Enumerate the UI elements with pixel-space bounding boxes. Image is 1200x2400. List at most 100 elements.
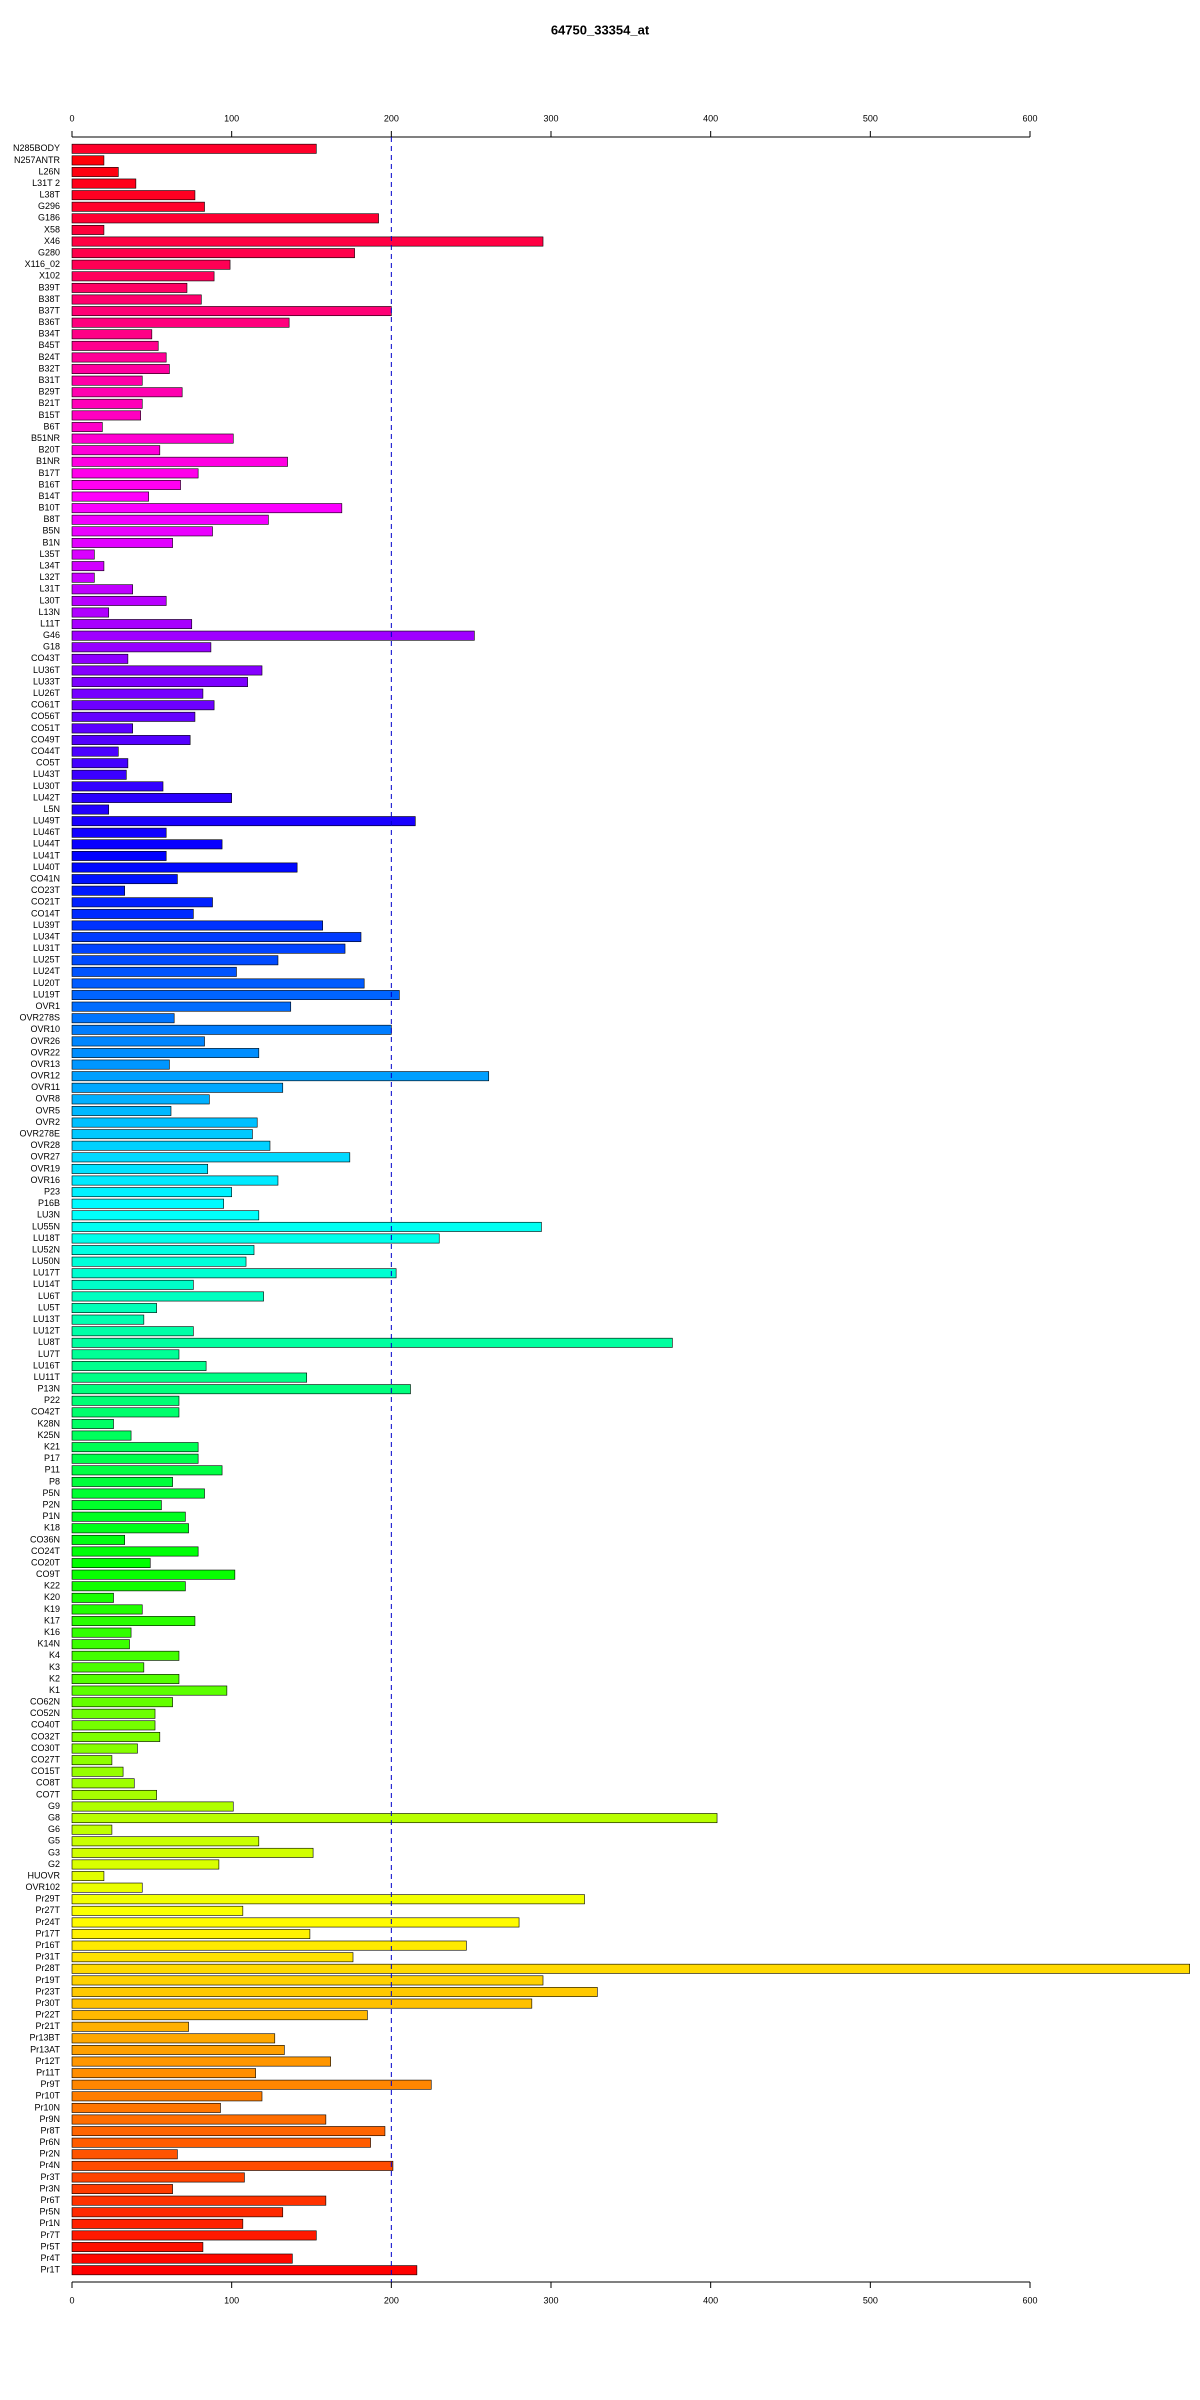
y-tick-label: P1N — [42, 1511, 60, 1521]
bar — [71, 723, 133, 734]
bar — [71, 793, 232, 803]
y-tick-label: L30T — [39, 595, 60, 605]
bar — [71, 2195, 327, 2206]
bar — [71, 549, 95, 560]
y-tick-label: B37T — [38, 305, 60, 315]
bar — [71, 2149, 178, 2160]
y-tick-label: L32T — [39, 572, 60, 582]
bar — [71, 143, 317, 154]
y-tick-label: LU12T — [33, 1326, 61, 1336]
y-tick-label: LU6T — [38, 1291, 61, 1301]
y-tick-label: LU31T — [33, 943, 61, 953]
bar — [71, 1349, 180, 1360]
y-tick-label: CO61T — [31, 700, 61, 710]
bar — [71, 445, 161, 456]
bar — [71, 1442, 199, 1453]
bar — [71, 1697, 173, 1708]
bar — [71, 1778, 135, 1789]
bar — [71, 1024, 392, 1035]
bar — [71, 480, 181, 490]
bar — [71, 1256, 247, 1267]
bar — [71, 1720, 156, 1731]
y-tick-label: CO32T — [31, 1731, 61, 1741]
y-tick-label: Pr9T — [40, 2079, 60, 2089]
bar — [71, 607, 110, 618]
y-tick-label: B36T — [38, 317, 60, 327]
y-tick-label: LU30T — [33, 781, 61, 791]
y-tick-label: CO14T — [31, 908, 61, 918]
y-tick-label: B10T — [38, 503, 60, 513]
bar — [71, 1952, 354, 1963]
y-tick-label: CO20T — [31, 1557, 61, 1567]
x-tick-label: 400 — [703, 2295, 718, 2305]
y-tick-label: P16B — [38, 1198, 60, 1208]
y-tick-label: K21 — [44, 1442, 60, 1452]
bar — [71, 1755, 113, 1766]
bar — [71, 1198, 224, 1209]
y-tick-label: OVR13 — [30, 1059, 60, 1069]
y-tick-label: B5N — [42, 526, 60, 536]
y-tick-label: LU5T — [38, 1302, 61, 1312]
y-tick-label: B20T — [38, 445, 60, 455]
y-tick-label: K28N — [37, 1418, 60, 1428]
bar — [71, 1337, 673, 1348]
bar — [71, 908, 194, 919]
bar — [71, 677, 248, 687]
y-tick-label: CO24T — [31, 1546, 61, 1556]
y-tick-label: LU42T — [33, 792, 61, 802]
bar — [71, 816, 416, 827]
bar — [71, 1894, 585, 1905]
bar — [71, 1824, 113, 1835]
bar — [71, 271, 215, 282]
bar — [71, 468, 199, 479]
y-tick-label: OVR8 — [35, 1094, 60, 1104]
bar — [71, 827, 167, 838]
y-tick-label: L38T — [39, 190, 60, 200]
y-tick-label: Pr29T — [35, 1894, 60, 1904]
y-tick-label: B17T — [38, 468, 60, 478]
y-tick-label: K16 — [44, 1627, 60, 1637]
bar — [71, 1627, 132, 1638]
bar — [71, 665, 263, 676]
bar — [71, 1500, 162, 1511]
y-tick-label: B1NR — [36, 456, 61, 466]
bar — [71, 619, 193, 630]
bar — [71, 1361, 207, 1371]
bar — [71, 1801, 234, 1812]
bar — [71, 1048, 260, 1058]
y-tick-label: Pr17T — [35, 1928, 60, 1938]
bar — [71, 2253, 293, 2264]
x-tick-label: 500 — [863, 113, 878, 123]
bar — [71, 758, 129, 769]
y-tick-label: Pr23T — [35, 1986, 60, 1996]
y-tick-label: K4 — [49, 1650, 60, 1660]
y-tick-label: P8 — [49, 1476, 60, 1486]
y-tick-label: Pr19T — [35, 1975, 60, 1985]
y-tick-label: G18 — [43, 642, 60, 652]
bar — [71, 1152, 351, 1163]
bar — [71, 282, 188, 293]
bar — [71, 1419, 114, 1429]
y-tick-label: LU13T — [33, 1314, 61, 1324]
y-tick-label: Pr5N — [39, 2207, 60, 2217]
y-tick-label: OVR10 — [30, 1024, 60, 1034]
bar — [71, 1453, 199, 1464]
bar — [71, 1476, 173, 1487]
y-tick-label: CO9T — [36, 1569, 61, 1579]
bar — [71, 340, 159, 351]
y-tick-label: G186 — [38, 213, 60, 223]
y-tick-label: Pr3N — [39, 2183, 60, 2193]
y-tick-label: G280 — [38, 248, 60, 258]
bar — [71, 642, 212, 653]
bar — [71, 1233, 440, 1244]
y-tick-label: LU7T — [38, 1349, 61, 1359]
y-tick-label: CO41N — [30, 873, 60, 883]
bar — [71, 874, 178, 885]
y-tick-label: B15T — [38, 410, 60, 420]
y-tick-label: LU40T — [33, 862, 61, 872]
bar — [71, 1685, 228, 1696]
y-tick-label: Pr2N — [39, 2149, 60, 2159]
bar — [71, 839, 223, 850]
y-tick-label: LU46T — [33, 827, 61, 837]
bar — [71, 2068, 256, 2079]
